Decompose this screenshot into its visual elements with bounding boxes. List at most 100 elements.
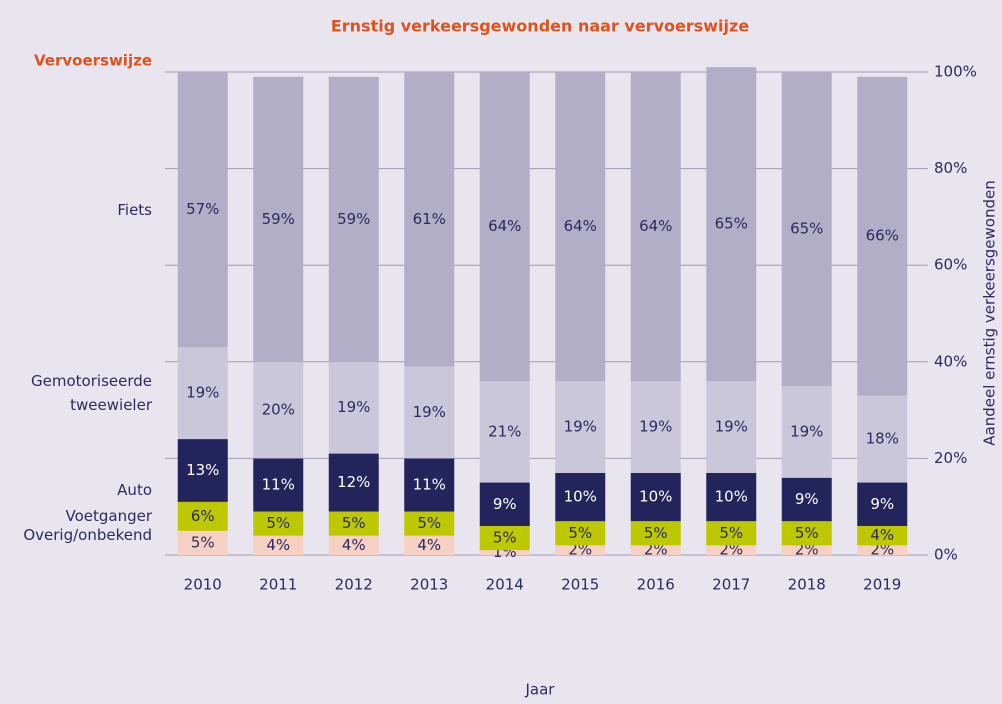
data-label: 12%	[337, 473, 370, 491]
bar-segment	[328, 361, 379, 454]
y-tick-label: 60%	[934, 256, 967, 274]
y-tick-label: 40%	[934, 352, 967, 370]
data-label: 5%	[191, 533, 215, 551]
y-tick-label: 80%	[934, 159, 967, 177]
bar-segment	[630, 472, 681, 522]
bar-segment	[630, 521, 681, 546]
bar-segment	[404, 72, 455, 367]
data-label: 65%	[715, 215, 748, 233]
bar-segment	[555, 472, 606, 522]
bar-segment	[857, 482, 908, 527]
bar-segment	[857, 526, 908, 546]
data-label: 19%	[715, 418, 748, 436]
bar-segment	[479, 526, 530, 551]
bar-segment	[404, 511, 455, 536]
data-label: 6%	[191, 507, 215, 525]
x-tick-label: 2018	[788, 576, 826, 594]
x-tick-label: 2019	[863, 576, 901, 594]
bar-segment	[177, 530, 228, 555]
data-label: 65%	[790, 219, 823, 237]
bar-segment	[328, 76, 379, 362]
data-label: 5%	[644, 524, 668, 542]
data-label: 5%	[266, 514, 290, 532]
bar-segment	[781, 521, 832, 546]
bar-segment	[781, 477, 832, 522]
bar-segment	[781, 72, 832, 386]
data-label: 5%	[417, 514, 441, 532]
bar-segment	[177, 72, 228, 348]
data-label: 64%	[488, 217, 521, 235]
bar-segment	[857, 76, 908, 396]
data-label: 10%	[564, 488, 597, 506]
bar-segment	[706, 521, 757, 546]
bar-segment	[706, 472, 757, 522]
data-label: 4%	[342, 536, 366, 554]
bar-segment	[404, 535, 455, 555]
bar-segment	[479, 72, 530, 382]
data-label: 59%	[262, 210, 295, 228]
y-tick-label: 0%	[934, 546, 958, 564]
y-tick-label: 20%	[934, 449, 967, 467]
bar-segment	[781, 545, 832, 555]
data-label: 4%	[417, 536, 441, 554]
bar-segment	[630, 72, 681, 382]
data-label: 5%	[795, 524, 819, 542]
data-label: 13%	[186, 461, 219, 479]
data-label: 11%	[262, 475, 295, 493]
bar-segment	[630, 545, 681, 555]
data-label: 18%	[866, 430, 899, 448]
data-label: 61%	[413, 210, 446, 228]
bar-segment	[328, 453, 379, 512]
legend-label: Gemotoriseerde tweewieler	[31, 372, 152, 415]
data-label: 21%	[488, 422, 521, 440]
bar-segment	[404, 458, 455, 512]
data-label: 5%	[493, 529, 517, 547]
data-label: 19%	[186, 384, 219, 402]
bar-segment	[555, 72, 606, 382]
legend-label: Overig/onbekend	[23, 525, 152, 544]
data-label: 64%	[639, 217, 672, 235]
bar-segment	[857, 545, 908, 555]
bar-segment	[479, 482, 530, 527]
bar-segment	[177, 501, 228, 531]
data-label: 19%	[790, 422, 823, 440]
data-label: 19%	[337, 398, 370, 416]
chart-title: Ernstig verkeersgewonden naar vervoerswi…	[331, 17, 749, 36]
bar-segment	[630, 381, 681, 473]
x-tick-label: 2015	[561, 576, 599, 594]
x-tick-label: 2016	[637, 576, 675, 594]
bar-segment	[781, 385, 832, 478]
bar-segment	[555, 521, 606, 546]
y-axis-label: Aandeel ernstig verkeersgewonden	[981, 180, 999, 446]
bar-segment	[328, 511, 379, 536]
x-tick-label: 2014	[486, 576, 524, 594]
data-label: 66%	[866, 227, 899, 245]
bar-segment	[706, 381, 757, 473]
bar-segment	[479, 550, 530, 555]
data-label: 4%	[266, 536, 290, 554]
bar-segment	[253, 535, 304, 555]
bar-segment	[555, 381, 606, 473]
bar-segment	[253, 76, 304, 362]
data-label: 9%	[493, 495, 517, 513]
bar-segment	[857, 395, 908, 483]
data-label: 19%	[564, 418, 597, 436]
x-axis-label: Jaar	[525, 681, 556, 699]
data-label: 11%	[413, 475, 446, 493]
data-label: 57%	[186, 200, 219, 218]
bar-segment	[479, 381, 530, 483]
bar-segment	[404, 366, 455, 459]
data-label: 10%	[715, 488, 748, 506]
x-tick-label: 2017	[712, 576, 750, 594]
bar-segment	[177, 439, 228, 502]
bar-segment	[253, 458, 304, 512]
data-label: 64%	[564, 217, 597, 235]
bar-segment	[706, 67, 757, 382]
legend-label: Auto	[117, 481, 152, 500]
bar-segment	[328, 535, 379, 555]
x-tick-label: 2012	[335, 576, 373, 594]
bar-segment	[706, 545, 757, 555]
data-label: 59%	[337, 210, 370, 228]
